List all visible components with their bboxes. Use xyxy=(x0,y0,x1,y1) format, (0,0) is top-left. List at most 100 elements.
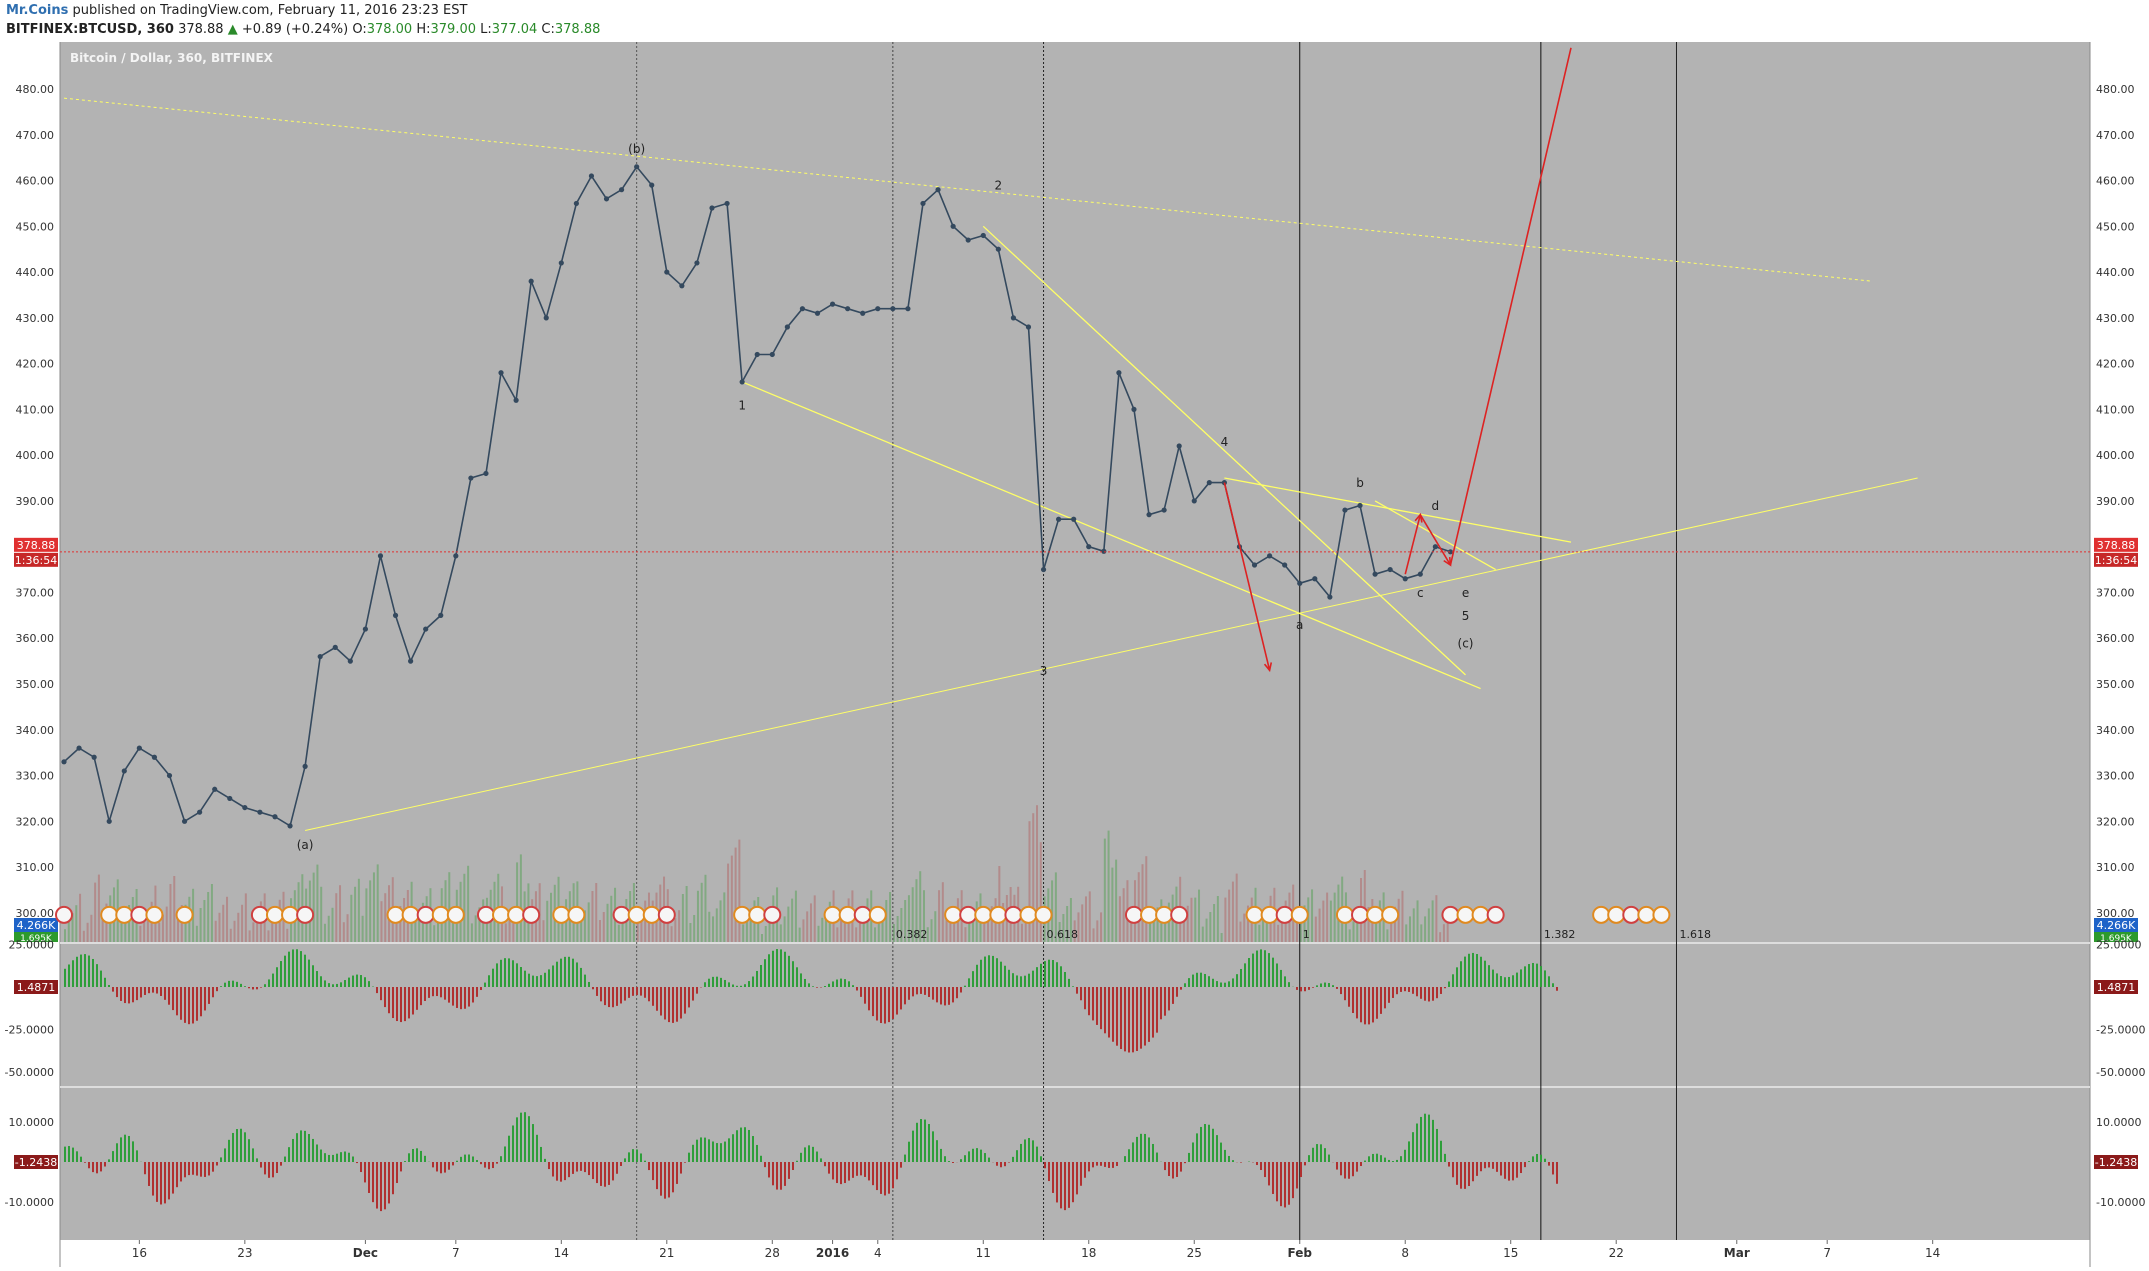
author-link[interactable]: Mr.Coins xyxy=(6,3,68,18)
osc1-bar xyxy=(1164,987,1166,1016)
osc1-bar xyxy=(632,987,634,996)
osc1-bar xyxy=(204,987,206,1010)
osc1-bar xyxy=(1124,987,1126,1051)
volume-bar xyxy=(350,895,352,942)
osc1-bar xyxy=(1264,950,1266,987)
price-point xyxy=(1327,594,1332,599)
price-tick-left: 320.00 xyxy=(16,815,55,828)
osc2-bar xyxy=(632,1149,634,1162)
osc1-bar xyxy=(1032,971,1034,987)
time-tick-label: 25 xyxy=(1187,1246,1202,1260)
osc1-bar xyxy=(1232,978,1234,987)
volume-text-right: 4.266K xyxy=(2097,919,2136,932)
event-icon xyxy=(1005,907,1021,923)
osc1-bar xyxy=(1228,981,1230,987)
volume-bar xyxy=(855,927,857,942)
price-point xyxy=(1071,517,1076,522)
osc1-bar xyxy=(656,987,658,1011)
volume-bar xyxy=(727,864,729,942)
osc2-bar xyxy=(888,1162,890,1194)
osc2-bar xyxy=(1092,1162,1094,1167)
volume-bar xyxy=(599,920,601,942)
osc2-bar xyxy=(828,1162,830,1174)
osc1-bar xyxy=(792,961,794,987)
osc2-bar xyxy=(556,1162,558,1181)
volume-bar xyxy=(889,892,891,942)
price-point xyxy=(1267,553,1272,558)
osc2-bar xyxy=(1556,1162,1558,1184)
osc1-bar xyxy=(872,987,874,1016)
volume-bar xyxy=(1239,922,1241,942)
osc1-bar xyxy=(312,965,314,987)
event-icon xyxy=(870,907,886,923)
osc2-bar xyxy=(488,1162,490,1169)
osc1-bar xyxy=(188,987,190,1024)
osc2-bar xyxy=(1484,1162,1486,1168)
event-icon xyxy=(252,907,268,923)
price-point xyxy=(1418,572,1423,577)
volume-bar xyxy=(475,915,477,942)
osc2-bar xyxy=(568,1162,570,1177)
osc1-bar xyxy=(604,987,606,1005)
osc1-bar xyxy=(488,975,490,987)
osc2-bar xyxy=(1172,1162,1174,1178)
osc2-bar xyxy=(848,1162,850,1181)
event-icon xyxy=(177,907,193,923)
event-icon xyxy=(1367,907,1383,923)
osc2-bar xyxy=(604,1162,606,1187)
change-up-icon: ▲ xyxy=(228,22,238,37)
osc1-bar xyxy=(472,987,474,1002)
volume-bar xyxy=(286,929,288,942)
osc2-bar xyxy=(1188,1153,1190,1162)
osc1-bar xyxy=(88,956,90,987)
osc2-bar xyxy=(1156,1153,1158,1162)
volume-bar xyxy=(463,874,465,942)
price-tick-right: 360.00 xyxy=(2096,632,2135,645)
volume-bar xyxy=(245,893,247,942)
osc2-bar xyxy=(1264,1162,1266,1177)
osc2-bar xyxy=(1384,1158,1386,1162)
fib-label: 1.618 xyxy=(1679,928,1711,941)
volume-bar xyxy=(697,891,699,942)
osc1-bar xyxy=(1160,987,1162,1019)
volume-bar xyxy=(731,856,733,942)
price-point xyxy=(1342,507,1347,512)
osc2-bar xyxy=(972,1149,974,1162)
osc2-bar xyxy=(1420,1117,1422,1162)
osc2-bar xyxy=(248,1139,250,1162)
price-tick-right: 340.00 xyxy=(2096,724,2135,737)
volume-bar xyxy=(983,922,985,942)
osc2-bar xyxy=(232,1133,234,1162)
osc2-bar xyxy=(200,1162,202,1177)
event-icon xyxy=(101,907,117,923)
osc1-bar xyxy=(520,967,522,987)
osc2-bar xyxy=(792,1162,794,1170)
osc1-bar xyxy=(824,986,826,987)
osc1-bar xyxy=(140,987,142,997)
osc1-bar xyxy=(1412,987,1414,994)
osc1-bar xyxy=(1360,987,1362,1022)
price-point xyxy=(996,247,1001,252)
osc1-bar xyxy=(1308,987,1310,990)
event-icon xyxy=(840,907,856,923)
osc2-bar xyxy=(1396,1160,1398,1162)
volume-bar xyxy=(1190,898,1192,942)
price-tick-left: 350.00 xyxy=(16,678,55,691)
volume-bar xyxy=(588,902,590,942)
osc1-bar xyxy=(1020,976,1022,987)
price-tick-left: 440.00 xyxy=(16,266,55,279)
volume-bar xyxy=(158,923,160,942)
osc1-bar xyxy=(1180,987,1182,990)
osc1-bar xyxy=(76,957,78,987)
osc1-bar xyxy=(1008,970,1010,987)
osc1-bar xyxy=(680,987,682,1019)
osc1-bar xyxy=(296,949,298,987)
osc2-bar xyxy=(844,1162,846,1183)
price-point xyxy=(905,306,910,311)
price-point xyxy=(438,613,443,618)
osc2-bar xyxy=(1020,1144,1022,1162)
volume-bar xyxy=(203,900,205,942)
osc1-bar xyxy=(1516,973,1518,987)
